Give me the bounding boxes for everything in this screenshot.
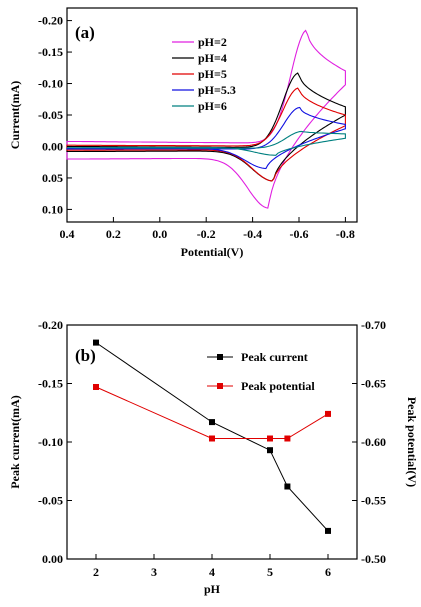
panel-a-y-tick-label: -0.05 — [38, 108, 63, 122]
panel-a-x-ticks: 0.4 0.2 0.0 -0.2 -0.4 -0.6 -0.8 — [60, 217, 355, 241]
panel-b-right-y-tick-label: -0.55 — [361, 494, 386, 508]
panel-b-legend-swatch-marker — [217, 354, 223, 360]
panel-b-data-point — [325, 410, 331, 417]
panel-a-legend: pH=2 pH=4 pH=5 pH=5.3 pH=6 — [172, 35, 236, 113]
panel-b-data-point — [267, 435, 273, 442]
panel-b-left-y-tick-label: -0.05 — [38, 494, 63, 508]
panel-a-series-curve — [66, 106, 346, 170]
panel-b-plot-frame — [66, 324, 358, 560]
panel-a-cyclic-voltammetry: 0.4 0.2 0.0 -0.2 -0.4 -0.6 -0.8 -0.20 -0.15 -0.1… — [8, 7, 358, 259]
panel-a-x-tick-label: -0.4 — [243, 227, 262, 241]
panel-a-y-tick-label: -0.10 — [38, 77, 63, 91]
panel-a-legend-label: pH=2 — [198, 35, 227, 49]
panel-a-y-tick-label: 0.05 — [42, 171, 63, 185]
panel-a-x-axis-title: Potential(V) — [181, 245, 244, 259]
panel-b-data-point — [284, 435, 291, 442]
panel-a-x-tick-label: 0.2 — [106, 227, 121, 241]
panel-b-data-point — [209, 419, 215, 426]
panel-a-series-curve — [66, 29, 346, 209]
panel-b-right-y-tick-label: -0.70 — [361, 318, 386, 332]
panel-b-legend-label: Peak current — [241, 350, 308, 364]
panel-a-legend-label: pH=5.3 — [198, 83, 236, 97]
panel-a-x-tick-label: 0.4 — [60, 227, 75, 241]
panel-b-series-line — [95, 386, 329, 439]
panel-a-x-tick-label: 0.0 — [152, 227, 167, 241]
panel-b-label: (b) — [75, 346, 96, 365]
panel-b-x-tick-label: 5 — [267, 565, 273, 579]
panel-b-data-point — [93, 384, 99, 390]
panel-a-y-tick-label: -0.15 — [38, 45, 63, 59]
panel-b-legend-swatch-marker — [217, 383, 223, 389]
panel-b-x-axis-title: pH — [204, 582, 221, 596]
panel-a-series-curve — [67, 130, 346, 156]
panel-b-x-tick-label: 2 — [93, 565, 99, 579]
panel-b-x-tick-label: 6 — [325, 565, 331, 579]
panel-b-series — [93, 339, 331, 534]
panel-b-right-y-tick-label: -0.60 — [361, 435, 386, 449]
panel-a-curves — [66, 29, 346, 209]
panel-a-y-tick-label: -0.20 — [38, 14, 63, 28]
panel-a-x-tick-label: -0.6 — [290, 227, 309, 241]
panel-b-data-point — [284, 483, 291, 490]
panel-b-left-y-tick-label: 0.00 — [42, 552, 63, 566]
panel-b-x-tick-label: 4 — [209, 565, 215, 579]
panel-b-data-point — [209, 435, 215, 442]
panel-b-right-y-axis-title: Peak potential(V) — [405, 397, 419, 487]
panel-b-left-y-ticks: 0.00 -0.05 -0.10 -0.15 -0.20 — [38, 318, 72, 566]
panel-a-label: (a) — [75, 23, 95, 42]
panel-b-data-point — [325, 527, 331, 534]
panel-a-x-tick-label: -0.2 — [197, 227, 216, 241]
panel-b-legend: Peak current Peak potential — [207, 350, 315, 393]
panel-b-left-y-axis-title: Peak current(mA) — [8, 395, 22, 488]
panel-a-legend-label: pH=5 — [198, 67, 227, 81]
panel-b-legend-label: Peak potential — [241, 379, 315, 393]
panel-a-y-ticks: -0.20 -0.15 -0.10 -0.05 0.00 0.05 0.10 — [38, 14, 72, 216]
panel-a-x-tick-label: -0.8 — [336, 227, 355, 241]
panel-a-legend-label: pH=4 — [198, 51, 227, 65]
panel-a-legend-label: pH=6 — [198, 99, 227, 113]
panel-b-right-y-tick-label: -0.50 — [361, 552, 386, 566]
panel-b-left-y-tick-label: -0.20 — [38, 318, 63, 332]
panel-b-x-ticks: 2 3 4 5 6 — [93, 554, 331, 579]
panel-a-y-tick-label: 0.00 — [42, 139, 63, 153]
panel-a-y-axis-title: Current(mA) — [8, 81, 22, 149]
panel-b-right-y-ticks: -0.50 -0.55 -0.60 -0.65 -0.70 — [352, 318, 386, 566]
panel-a-y-tick-label: 0.10 — [42, 202, 63, 216]
panel-b-left-y-tick-label: -0.15 — [38, 377, 63, 391]
panel-b-data-point — [267, 447, 273, 454]
panel-b-data-point — [93, 339, 99, 346]
panel-b-left-y-tick-label: -0.10 — [38, 435, 63, 449]
panel-b-right-y-tick-label: -0.65 — [361, 377, 386, 391]
panel-b-x-tick-label: 3 — [151, 565, 157, 579]
